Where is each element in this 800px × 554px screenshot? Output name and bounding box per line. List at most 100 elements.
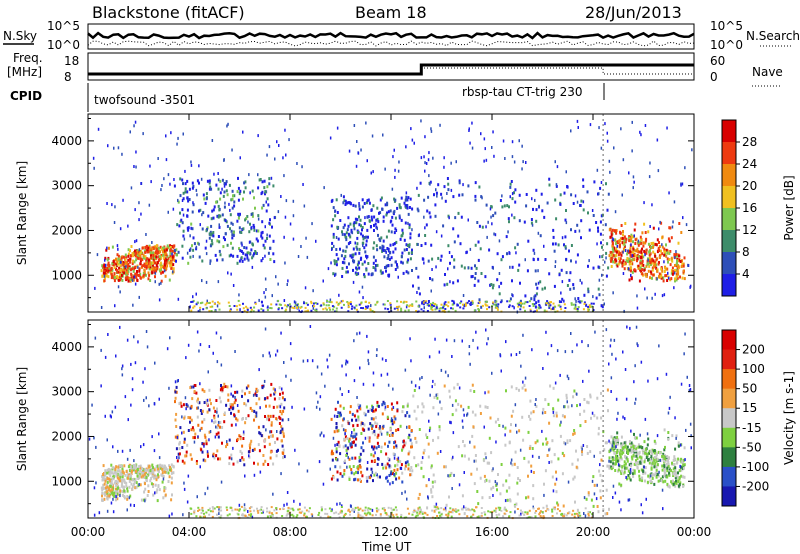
scatter-point [220, 336, 222, 340]
scatter-point [550, 308, 553, 311]
scatter-point [146, 261, 149, 265]
scatter-point [135, 150, 137, 154]
scatter-point [639, 261, 642, 265]
scatter-point [165, 134, 167, 138]
scatter-point [223, 190, 226, 194]
scatter-point [165, 466, 168, 470]
scatter-point [190, 160, 192, 164]
scatter-point [185, 403, 188, 407]
scatter-point [604, 512, 607, 516]
scatter-point [328, 353, 331, 357]
scatter-point [345, 454, 348, 457]
scatter-point [114, 492, 117, 496]
scatter-point [532, 410, 535, 414]
scatter-point [166, 246, 169, 250]
scatter-point [181, 431, 183, 435]
scatter-point [406, 244, 409, 247]
scatter-point [427, 158, 430, 162]
scatter-point [129, 257, 132, 261]
scatter-point [428, 151, 430, 155]
scatter-point [469, 247, 472, 251]
scatter-point [642, 255, 645, 259]
scatter-point [637, 255, 640, 259]
scatter-point [560, 420, 562, 424]
scatter-point [210, 224, 213, 228]
scatter-point [208, 430, 211, 434]
scatter-point [268, 442, 271, 446]
scatter-point [636, 460, 639, 464]
scatter-point [218, 249, 221, 253]
scatter-point [382, 248, 385, 252]
scatter-point [688, 384, 691, 387]
scatter-point [178, 402, 181, 406]
scatter-point [176, 142, 178, 146]
scatter-point [232, 233, 235, 237]
scatter-point [157, 157, 159, 160]
scatter-point [332, 206, 335, 210]
scatter-point [131, 262, 134, 266]
scatter-point [360, 232, 363, 236]
scatter-point [188, 198, 191, 201]
scatter-point [133, 165, 135, 168]
scatter-point [458, 193, 461, 197]
scatter-point [189, 416, 192, 420]
scatter-point [657, 479, 660, 483]
scatter-point [394, 216, 397, 220]
scatter-point [360, 432, 363, 435]
scatter-point [528, 414, 530, 418]
scatter-point [270, 176, 273, 180]
scatter-point [341, 232, 344, 236]
scatter-point [264, 415, 266, 418]
scatter-point [335, 447, 338, 451]
scatter-point [493, 154, 495, 158]
scatter-point [473, 482, 476, 486]
scatter-point [376, 400, 379, 404]
scatter-point [255, 237, 258, 241]
scatter-point [147, 261, 150, 265]
scatter-point [523, 383, 526, 387]
scatter-point [369, 422, 372, 426]
scatter-point [639, 461, 642, 465]
scatter-point [277, 299, 280, 302]
scatter-point [187, 228, 190, 232]
scatter-point [339, 387, 341, 391]
scatter-point [145, 233, 147, 236]
scatter-point [461, 419, 464, 423]
scatter-point [351, 412, 354, 416]
scatter-point [382, 133, 384, 137]
scatter-point [170, 260, 173, 264]
scatter-point [125, 470, 128, 473]
scatter-point [182, 213, 185, 217]
scatter-point [152, 466, 154, 470]
scatter-point [148, 267, 151, 271]
scatter-point [232, 194, 234, 198]
scatter-point [366, 467, 369, 471]
scatter-point [636, 454, 639, 458]
scatter-point [213, 303, 216, 305]
scatter-point [444, 370, 447, 374]
scatter-point [171, 255, 174, 259]
scatter-point [438, 307, 441, 310]
scatter-point [648, 253, 651, 257]
scatter-point [376, 248, 379, 252]
scatter-point [387, 249, 390, 253]
scatter-point [145, 273, 147, 277]
scatter-point [393, 148, 395, 152]
scatter-point [561, 280, 564, 284]
scatter-point [574, 500, 576, 504]
scatter-point [662, 279, 665, 283]
scatter-point [627, 260, 629, 263]
scatter-point [261, 301, 263, 304]
scatter-point [168, 475, 171, 479]
scatter-point [534, 441, 537, 445]
scatter-point [206, 452, 209, 456]
scatter-point [202, 458, 205, 462]
scatter-point [141, 246, 144, 250]
scatter-point [396, 409, 399, 413]
scatter-point [458, 386, 461, 390]
scatter-point [686, 375, 688, 379]
scatter-point [550, 301, 552, 304]
scatter-point [630, 450, 633, 454]
scatter-point [111, 245, 114, 249]
